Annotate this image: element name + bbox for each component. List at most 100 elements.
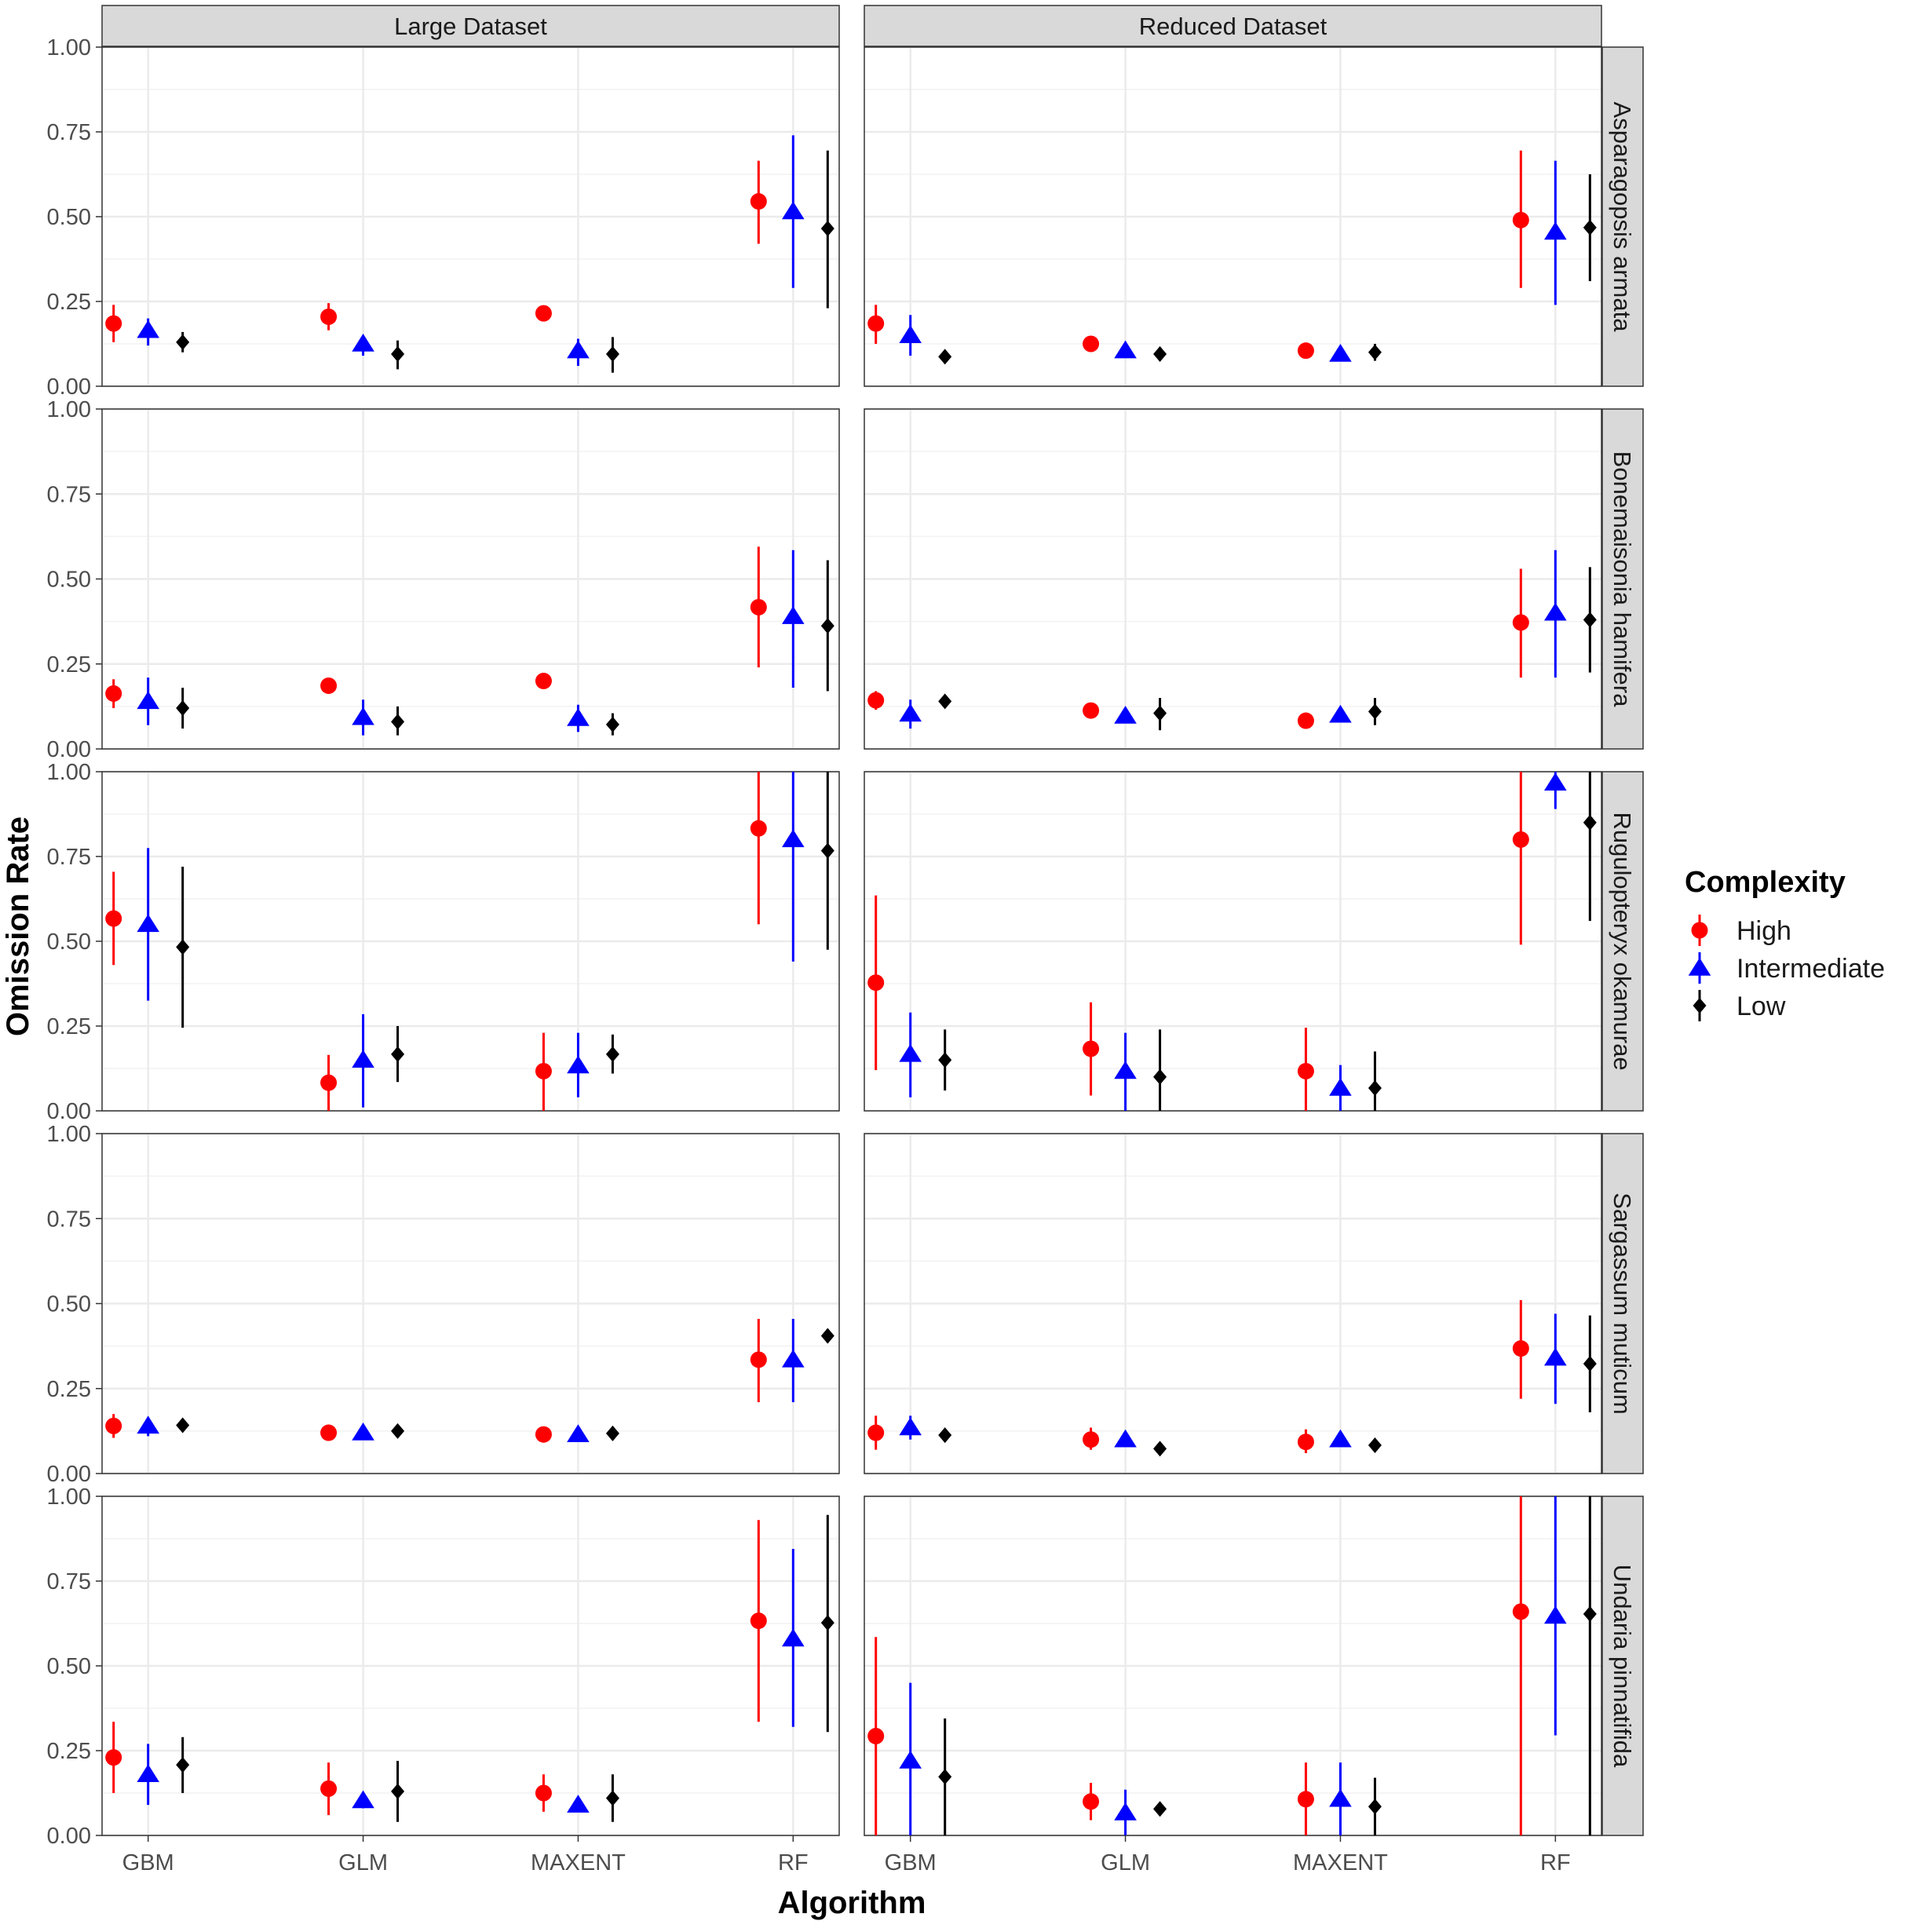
point-intermediate-rf xyxy=(782,606,805,624)
point-intermediate-rf xyxy=(1544,602,1567,621)
point-high-gbm xyxy=(867,315,885,332)
point-low-glm xyxy=(1153,1068,1167,1085)
data-bonemaisonia-hamifera-large-dataset xyxy=(105,546,834,736)
point-low-gbm xyxy=(176,700,190,717)
panel-rugulopteryx-okamurae-reduced-dataset xyxy=(864,770,1602,1112)
data-layer xyxy=(105,135,1597,1835)
column-strip-label: Reduced Dataset xyxy=(1139,13,1328,40)
y-tick-label: 1.00 xyxy=(47,397,91,422)
y-tick-label: 0.75 xyxy=(47,1207,91,1232)
panel-border xyxy=(864,1496,1602,1836)
y-tick-label: 0.50 xyxy=(47,929,91,955)
point-intermediate-maxent xyxy=(1329,343,1352,362)
point-intermediate-maxent xyxy=(1329,1788,1352,1807)
point-low-gbm xyxy=(938,349,952,365)
point-intermediate-maxent xyxy=(1329,1078,1352,1096)
point-intermediate-maxent xyxy=(567,1424,590,1442)
legend-item-intermediate: Intermediate xyxy=(1688,952,1885,984)
point-intermediate-rf xyxy=(1544,772,1567,791)
y-tick-label: 1.00 xyxy=(47,1122,91,1147)
panel-border xyxy=(864,46,1602,387)
point-high-rf xyxy=(750,598,767,615)
y-tick-label: 0.00 xyxy=(47,1099,91,1124)
x-tick-label: RF xyxy=(1540,1850,1571,1875)
point-high-maxent xyxy=(535,672,552,689)
row-strip-label: Undaria pinnatifida xyxy=(1609,1565,1636,1768)
point-intermediate-gbm xyxy=(137,1415,159,1434)
y-tick-label: 0.75 xyxy=(47,120,91,145)
strip-background xyxy=(864,5,1602,47)
data-sargassum-muticum-reduced-dataset xyxy=(867,1300,1597,1457)
strips-layer: Large Dataset Reduced Dataset Asparagopsis… xyxy=(101,5,1644,1836)
point-high-maxent xyxy=(1297,712,1314,729)
row-strip-label: Asparagopsis armata xyxy=(1609,102,1636,333)
point-high-maxent xyxy=(1297,1433,1314,1451)
legend-item-high: High xyxy=(1691,915,1791,946)
point-intermediate-gbm xyxy=(899,1417,922,1436)
y-tick-label: 0.00 xyxy=(47,1824,91,1849)
y-tick-label: 0.25 xyxy=(47,652,91,677)
y-tick-label: 0.50 xyxy=(47,205,91,230)
panel-asparagopsis-armata-reduced-dataset xyxy=(864,46,1602,388)
legend-item-low: Low xyxy=(1693,990,1786,1021)
point-intermediate-glm xyxy=(1114,705,1137,724)
point-intermediate-gbm xyxy=(137,914,159,933)
point-high-rf xyxy=(750,1612,767,1630)
point-low-rf xyxy=(820,1328,834,1344)
point-intermediate-maxent xyxy=(567,1055,590,1074)
axes-layer: 0.000.250.500.751.000.000.250.500.751.00… xyxy=(47,35,1571,1875)
data-asparagopsis-armata-large-dataset xyxy=(105,135,834,373)
panel-asparagopsis-armata-large-dataset xyxy=(101,46,840,388)
point-high-maxent xyxy=(535,1062,552,1079)
y-tick-label: 1.00 xyxy=(47,1485,91,1510)
point-low-gbm xyxy=(176,334,190,350)
point-intermediate-rf xyxy=(1544,1347,1567,1366)
point-low-glm xyxy=(391,345,405,362)
point-high-glm xyxy=(1083,702,1100,719)
row-strip-rugulopteryx-okamurae: Rugulopteryx okamurae xyxy=(1601,771,1644,1112)
point-high-rf xyxy=(1512,831,1529,848)
y-tick-label: 0.25 xyxy=(47,1014,91,1039)
row-strip-sargassum-muticum: Sargassum muticum xyxy=(1601,1133,1644,1474)
y-axis-undaria-pinnatifida: 0.00 0.25 0.50 0.75 1.00 xyxy=(47,1485,102,1849)
data-asparagopsis-armata-reduced-dataset xyxy=(867,150,1597,365)
panel-sargassum-muticum-reduced-dataset xyxy=(864,1132,1602,1475)
point-low-maxent xyxy=(1368,703,1382,720)
point-intermediate-glm xyxy=(352,334,374,352)
point-intermediate-glm xyxy=(352,707,374,725)
strip-background xyxy=(1601,1133,1644,1474)
point-high-maxent xyxy=(535,1784,552,1802)
point-intermediate-rf xyxy=(782,201,805,220)
legend-label: Low xyxy=(1737,992,1786,1021)
x-tick-label: GLM xyxy=(338,1850,388,1875)
point-intermediate-maxent xyxy=(1329,1429,1352,1448)
panel-undaria-pinnatifida-reduced-dataset xyxy=(864,1495,1602,1837)
row-strip-asparagopsis-armata: Asparagopsis armata xyxy=(1601,46,1644,387)
point-high-rf xyxy=(1512,1340,1529,1357)
column-strip-label: Large Dataset xyxy=(394,13,547,40)
y-tick-label: 0.00 xyxy=(47,1462,91,1487)
column-strip-large-dataset: Large Dataset xyxy=(101,5,840,47)
legend-key-circle xyxy=(1691,922,1708,939)
point-low-glm xyxy=(391,1046,405,1062)
point-intermediate-glm xyxy=(352,1790,374,1809)
point-intermediate-rf xyxy=(782,829,805,848)
y-tick-label: 1.00 xyxy=(47,35,91,60)
legend-key-triangle xyxy=(1688,958,1711,976)
point-high-glm xyxy=(1083,1040,1100,1057)
y-tick-label: 0.00 xyxy=(47,737,91,762)
point-low-maxent xyxy=(605,345,619,362)
legend: Complexity High Intermediate Low xyxy=(1685,866,1885,1021)
strip-background xyxy=(1601,1496,1644,1836)
point-low-maxent xyxy=(1368,344,1382,360)
point-low-glm xyxy=(1153,345,1167,362)
panel-border xyxy=(864,408,1602,750)
panel-border xyxy=(864,771,1602,1112)
point-intermediate-gbm xyxy=(137,1764,159,1782)
point-low-gbm xyxy=(938,1427,952,1444)
point-high-maxent xyxy=(1297,342,1314,360)
y-tick-label: 0.75 xyxy=(47,845,91,870)
panel-bonemaisonia-hamifera-large-dataset xyxy=(101,407,840,751)
